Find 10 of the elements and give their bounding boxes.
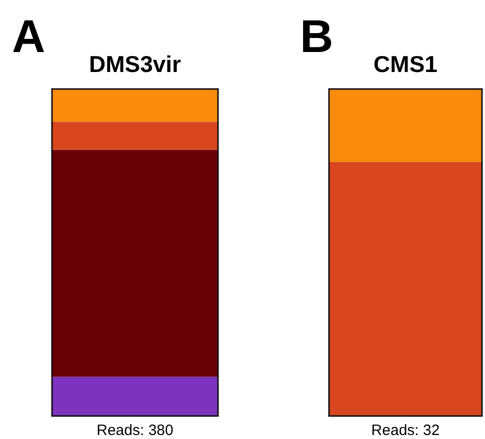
text: A bbox=[12, 10, 46, 62]
chart-title: DMS3vir bbox=[88, 51, 182, 77]
text: B bbox=[300, 10, 334, 62]
bar bbox=[52, 122, 218, 150]
chart-title: CMS1 bbox=[374, 51, 438, 77]
bar bbox=[52, 376, 218, 416]
text: Reads: 380 bbox=[96, 422, 174, 439]
bar bbox=[52, 150, 218, 377]
bar bbox=[52, 89, 218, 122]
text: Reads: 32 bbox=[371, 422, 440, 439]
